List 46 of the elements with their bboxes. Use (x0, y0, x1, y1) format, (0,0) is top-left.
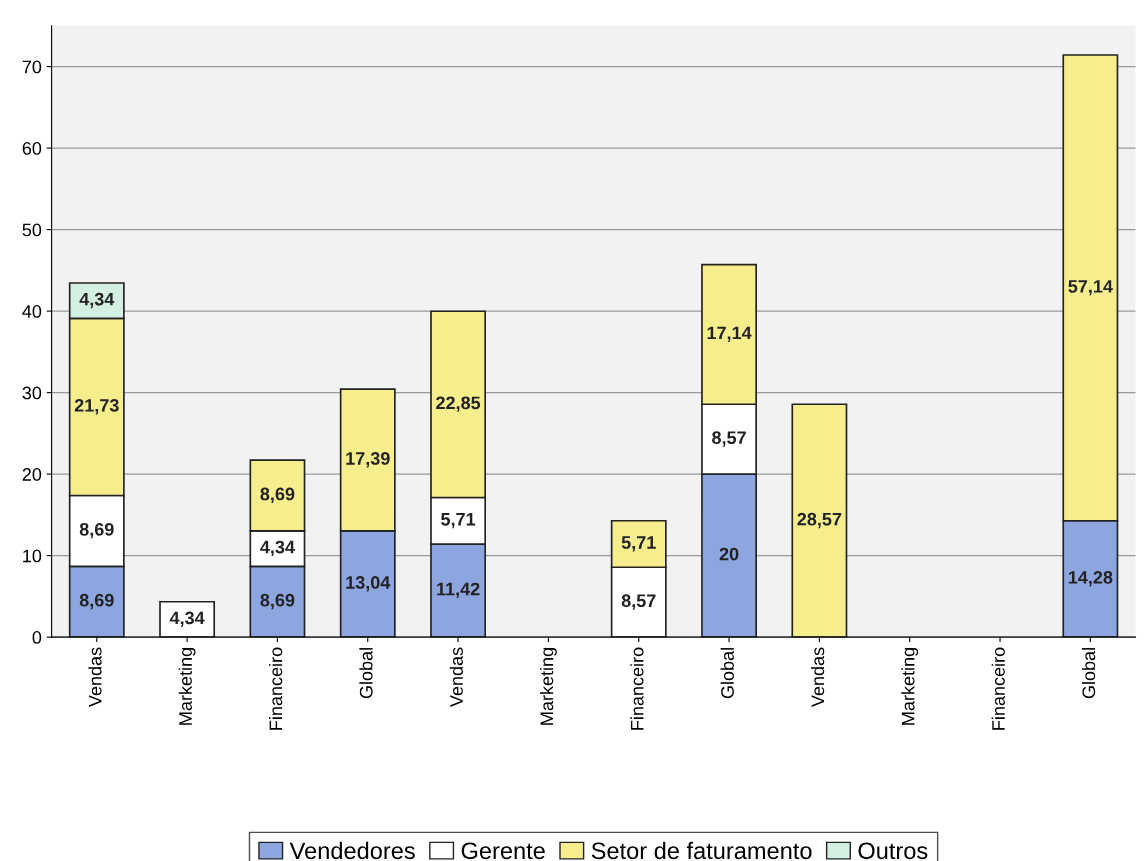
y-tick-label: 70 (22, 60, 42, 74)
y-tick-label: 50 (22, 223, 42, 237)
y-tick-label: 0 (32, 631, 42, 644)
x-tick-label: Financeiro (269, 647, 283, 730)
data-label: 8,57 (621, 594, 656, 610)
legend-label: Setor de faturamento (591, 841, 812, 860)
data-label: 22,85 (436, 396, 481, 412)
data-label: 4,34 (169, 611, 205, 627)
data-label: 8,69 (260, 593, 295, 610)
legend-label: Outros (858, 842, 928, 860)
data-label: 11,42 (437, 582, 480, 599)
x-tick-label: Global (720, 648, 734, 699)
legend-label: Gerente (461, 842, 545, 860)
data-label: 8,69 (79, 593, 114, 610)
data-label: 8,69 (79, 522, 114, 539)
data-label: 14,28 (1068, 571, 1113, 587)
x-tick-label: Financeiro (630, 647, 644, 730)
x-tick-label: Marketing (539, 648, 557, 725)
data-label: 8,69 (260, 487, 295, 503)
y-tick-label: 40 (22, 305, 42, 318)
x-tick-label: Marketing (901, 648, 919, 725)
x-tick-label: Global (359, 648, 373, 699)
data-label: 5,71 (621, 536, 656, 552)
data-label: 4,34 (260, 540, 295, 557)
data-label: 17,14 (707, 326, 752, 342)
x-tick-label: Marketing (178, 648, 196, 725)
x-tick-label: Vendas (810, 647, 825, 708)
bar (791, 403, 848, 638)
y-tick-label: 20 (22, 468, 42, 481)
data-label: 8,57 (712, 431, 746, 447)
x-tick-label: Vendas (449, 647, 463, 708)
x-tick-label: Global (1081, 648, 1096, 699)
data-label: 28,57 (797, 512, 842, 529)
y-tick-label: 10 (23, 549, 42, 563)
y-tick-label: 60 (22, 142, 42, 155)
data-label: 17,39 (346, 452, 390, 468)
y-tick-label: 30 (22, 386, 42, 400)
legend-label: Vendedores (289, 841, 415, 860)
data-label: 20 (719, 547, 739, 561)
x-tick-label: Vendas (88, 647, 102, 708)
data-label: 13,04 (346, 576, 391, 592)
data-label: 21,73 (74, 398, 119, 415)
data-label: 5,71 (441, 513, 476, 529)
data-label: 4,34 (79, 292, 115, 309)
x-tick-label: Financeiro (991, 647, 1005, 730)
data-label: 57,14 (1068, 280, 1113, 296)
